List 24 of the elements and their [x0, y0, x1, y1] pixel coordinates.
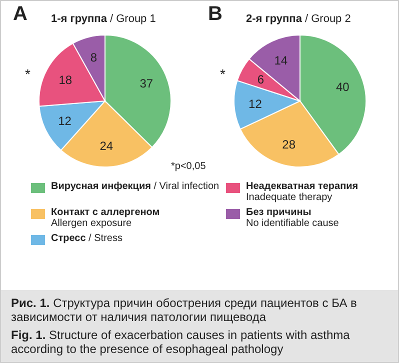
caption: Fig. 1. Structure of exacerbation causes in patients with asthma according to the presence of esophageal pathology	[11, 328, 351, 356]
legend-label: Контакт с аллергеном Allergen exposure	[51, 207, 160, 229]
data-label: 18	[58, 72, 72, 87]
text: *	[25, 66, 30, 82]
data-label: 14	[274, 53, 288, 68]
chart-subtitle: A	[13, 3, 28, 26]
data-label: 6	[257, 72, 264, 86]
legend-label: Без причины No identifiable cause	[246, 207, 339, 229]
data-label: 12	[58, 114, 72, 128]
chart-subtitle: B	[208, 3, 222, 26]
legend-label: Неадекватная терапия Inadequate therapy	[246, 181, 358, 203]
text: *p<0,05	[171, 161, 206, 172]
data-label: 40	[336, 80, 350, 94]
chart-title: 2-я группа / Group 2	[246, 13, 351, 25]
text: Рис. 1. Структура причин обострения среди пациентов с БА в зависимости от наличия патологии пищевода	[11, 296, 358, 324]
data-label: 28	[282, 137, 296, 152]
legend-label: Стресс / Stress	[51, 233, 122, 244]
text: *	[220, 66, 226, 82]
data-label: 8	[90, 50, 98, 65]
legend-label: Вирусная инфекция / Viral infection	[51, 181, 220, 192]
data-label: 12	[248, 96, 262, 111]
chart-title: 1-я группа / Group 1	[51, 13, 156, 25]
data-label: 24	[100, 138, 114, 153]
data-label: 37	[140, 76, 154, 91]
